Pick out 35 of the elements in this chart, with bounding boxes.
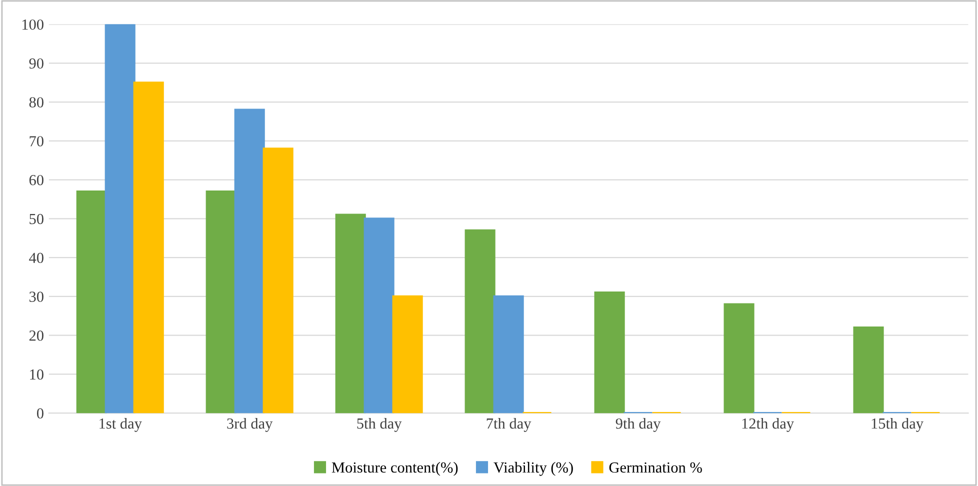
y-tick-label: 70 bbox=[30, 136, 44, 146]
y-tick-label: 30 bbox=[29, 292, 44, 302]
bar bbox=[364, 218, 394, 414]
legend-label: Germination % bbox=[609, 462, 702, 473]
legend-label: Viability (%) bbox=[494, 462, 573, 476]
x-tick-label: 12th day bbox=[742, 418, 794, 432]
y-tick-label: 10 bbox=[30, 369, 44, 380]
x-tick-label: 5th day bbox=[357, 418, 402, 432]
legend-label: Moisture content(%) bbox=[332, 462, 458, 476]
y-tick-label: 0 bbox=[36, 408, 44, 419]
bar bbox=[76, 190, 107, 414]
x-tick-label: 3rd day bbox=[227, 418, 273, 432]
bar bbox=[853, 326, 884, 414]
x-tick-label: 15th day bbox=[872, 418, 924, 432]
x-tick-label: 9th day bbox=[616, 418, 661, 432]
y-tick-label: 20 bbox=[29, 330, 44, 341]
bar bbox=[464, 229, 496, 414]
bar bbox=[493, 295, 524, 414]
bar bbox=[234, 108, 265, 414]
y-tick-label: 60 bbox=[29, 174, 44, 186]
bar bbox=[104, 24, 136, 414]
x-tick-label: 7th day bbox=[486, 418, 532, 432]
y-tick-label: 90 bbox=[29, 58, 44, 69]
bar bbox=[206, 190, 236, 414]
y-tick-label: 50 bbox=[30, 214, 44, 224]
y-tick-label: 40 bbox=[29, 252, 44, 264]
bar bbox=[392, 295, 423, 414]
bar bbox=[262, 148, 294, 414]
bar bbox=[724, 303, 754, 414]
y-tick-label: 80 bbox=[29, 97, 44, 108]
bar bbox=[335, 214, 366, 414]
x-tick-label: 1st day bbox=[100, 418, 142, 432]
y-tick-label: 100 bbox=[22, 19, 44, 30]
bar bbox=[133, 82, 164, 414]
bar bbox=[594, 292, 625, 414]
